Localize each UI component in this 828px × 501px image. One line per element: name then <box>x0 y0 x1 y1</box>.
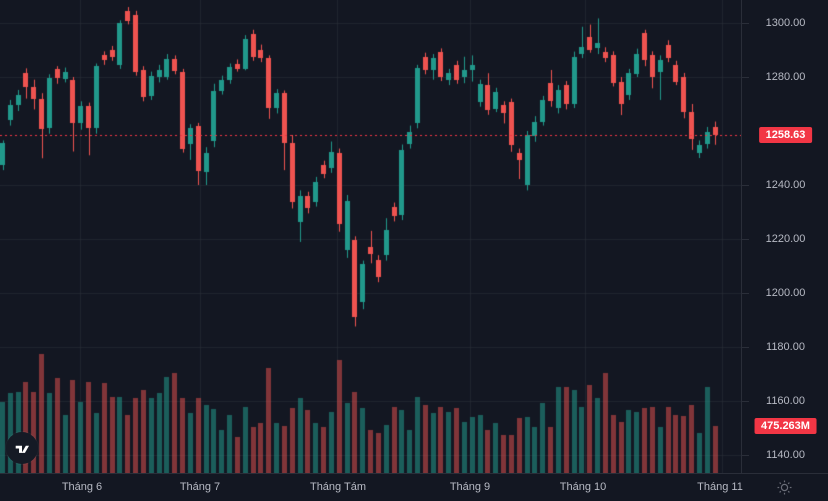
price-axis-label: 1160.00 <box>766 395 805 407</box>
time-axis-label: Tháng 6 <box>61 481 103 493</box>
price-axis-label: 1220.00 <box>765 233 806 245</box>
price-axis-label: 1200.00 <box>765 287 806 299</box>
price-axis[interactable]: 1258.63 475.263M 1300.00 1280.00 1240.00 12… <box>741 0 828 473</box>
price-axis-tick <box>742 185 749 186</box>
axis-corner <box>741 474 828 501</box>
price-axis-label: 1180.00 <box>766 341 805 353</box>
price-chart-canvas[interactable] <box>0 0 741 473</box>
time-axis[interactable]: Tháng 6 Tháng 7 Tháng Tám Tháng 9 Tháng 10 Th… <box>0 473 828 501</box>
tradingview-logo-icon <box>15 445 30 453</box>
price-axis-tick <box>742 77 749 78</box>
tradingview-logo[interactable] <box>6 432 38 464</box>
price-axis-label: 1140.00 <box>766 449 805 461</box>
time-axis-label: Tháng 11 <box>697 481 743 493</box>
time-axis-label: Tháng Tám <box>309 481 367 493</box>
price-axis-tick <box>742 239 749 240</box>
price-axis-tick <box>742 401 749 402</box>
time-axis-label: Tháng 10 <box>559 481 607 493</box>
sun-settings-icon[interactable] <box>777 480 792 495</box>
price-axis-tick <box>742 23 749 24</box>
price-axis-tick <box>742 455 749 456</box>
time-axis-label: Tháng 9 <box>449 481 491 493</box>
price-axis-tick <box>742 347 749 348</box>
last-volume-tag: 475.263M <box>754 418 817 434</box>
time-axis-label: Tháng 7 <box>179 481 221 493</box>
price-axis-tick <box>742 293 749 294</box>
last-price-tag: 1258.63 <box>758 127 813 143</box>
price-axis-label: 1300.00 <box>765 17 806 29</box>
price-axis-label: 1240.00 <box>765 179 806 191</box>
price-axis-label: 1280.00 <box>765 71 806 83</box>
